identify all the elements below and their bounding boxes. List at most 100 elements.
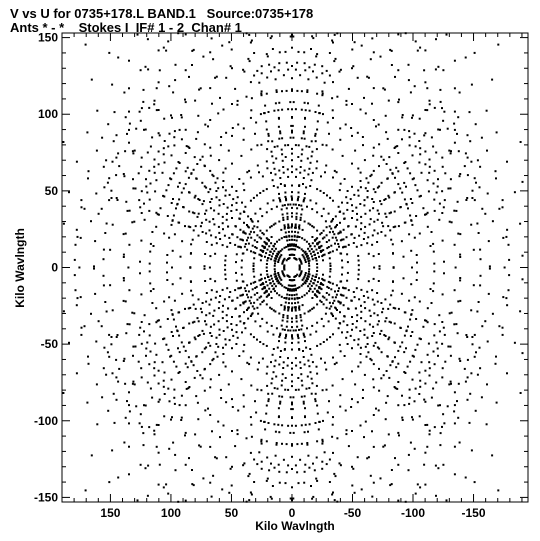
uv-point bbox=[205, 292, 208, 294]
uv-point bbox=[308, 264, 311, 267]
uv-point bbox=[372, 386, 375, 389]
uv-point bbox=[270, 150, 273, 153]
uv-point bbox=[277, 250, 280, 253]
uv-point bbox=[384, 418, 387, 421]
uv-point bbox=[286, 364, 289, 367]
uv-point bbox=[359, 180, 362, 182]
uv-point bbox=[338, 70, 341, 73]
uv-point bbox=[294, 223, 297, 226]
uv-point bbox=[240, 154, 243, 157]
uv-point bbox=[134, 345, 137, 348]
uv-point bbox=[269, 226, 272, 229]
uv-point bbox=[382, 158, 385, 161]
uv-point bbox=[131, 382, 134, 385]
uv-point bbox=[410, 313, 413, 316]
uv-point bbox=[320, 317, 323, 320]
uv-point bbox=[289, 244, 291, 247]
uv-point bbox=[293, 244, 295, 247]
uv-point bbox=[340, 252, 343, 255]
uv-point bbox=[384, 320, 387, 323]
uv-point bbox=[429, 288, 432, 290]
uv-point bbox=[365, 355, 368, 358]
uv-point bbox=[306, 278, 309, 281]
uv-point bbox=[267, 276, 269, 278]
uv-point bbox=[374, 341, 377, 344]
uv-point bbox=[301, 304, 304, 307]
uv-point bbox=[394, 225, 397, 228]
uv-point bbox=[291, 308, 293, 311]
uv-point bbox=[407, 325, 409, 328]
uv-point bbox=[199, 87, 202, 90]
uv-point bbox=[284, 388, 287, 391]
uv-point bbox=[352, 242, 355, 244]
uv-point bbox=[248, 233, 251, 236]
uv-point bbox=[287, 388, 290, 391]
uv-point bbox=[306, 443, 309, 446]
uv-point bbox=[182, 327, 185, 329]
uv-point bbox=[367, 280, 370, 283]
uv-point bbox=[178, 371, 181, 373]
uv-point bbox=[378, 165, 380, 168]
uv-point bbox=[394, 457, 396, 460]
uv-point bbox=[350, 299, 353, 302]
uv-point bbox=[501, 333, 504, 336]
uv-point bbox=[297, 377, 300, 379]
uv-point bbox=[293, 279, 296, 281]
uv-point bbox=[172, 91, 175, 94]
uv-point bbox=[448, 312, 451, 315]
uv-point bbox=[261, 317, 264, 320]
uv-point bbox=[314, 400, 317, 403]
uv-point bbox=[209, 188, 212, 191]
uv-point bbox=[316, 270, 319, 272]
uv-point bbox=[262, 233, 265, 236]
uv-point bbox=[332, 491, 334, 494]
uv-point bbox=[243, 311, 245, 314]
uv-point bbox=[356, 218, 359, 221]
uv-point bbox=[519, 222, 522, 225]
uv-point bbox=[68, 341, 70, 344]
uv-point bbox=[367, 181, 370, 184]
uv-point bbox=[343, 287, 346, 290]
uv-point bbox=[280, 254, 283, 257]
uv-point bbox=[456, 400, 458, 403]
uv-point bbox=[287, 203, 290, 206]
uv-point bbox=[256, 144, 259, 147]
uv-point bbox=[266, 294, 269, 297]
uv-point bbox=[269, 282, 272, 285]
uv-point bbox=[198, 334, 201, 336]
uv-point bbox=[281, 379, 284, 382]
uv-point bbox=[357, 254, 360, 257]
uv-point bbox=[243, 287, 246, 290]
uv-point bbox=[290, 124, 293, 127]
uv-point bbox=[308, 145, 311, 148]
uv-point bbox=[304, 407, 306, 410]
uv-point bbox=[298, 307, 301, 309]
uv-point bbox=[204, 320, 206, 323]
uv-point bbox=[244, 327, 247, 330]
uv-point bbox=[313, 287, 316, 290]
uv-point bbox=[182, 206, 185, 208]
uv-point bbox=[291, 116, 293, 118]
uv-point bbox=[159, 207, 162, 210]
uv-point bbox=[215, 196, 218, 199]
uv-point bbox=[411, 114, 414, 117]
uv-point bbox=[205, 241, 208, 243]
uv-point bbox=[433, 106, 436, 109]
uv-point bbox=[250, 423, 253, 426]
uv-point bbox=[162, 379, 165, 382]
uv-point bbox=[334, 226, 337, 229]
uv-point bbox=[155, 225, 158, 228]
uv-point bbox=[270, 274, 273, 277]
uv-point bbox=[201, 231, 204, 233]
uv-point bbox=[364, 420, 367, 423]
uv-point bbox=[280, 148, 283, 151]
uv-point bbox=[303, 335, 306, 338]
uv-point bbox=[353, 491, 356, 494]
uv-point bbox=[247, 236, 250, 239]
uv-point bbox=[281, 137, 284, 140]
uv-point bbox=[368, 223, 371, 226]
uv-point bbox=[315, 273, 318, 276]
uv-point bbox=[272, 185, 275, 187]
uv-point bbox=[80, 206, 83, 209]
uv-point bbox=[285, 197, 287, 200]
